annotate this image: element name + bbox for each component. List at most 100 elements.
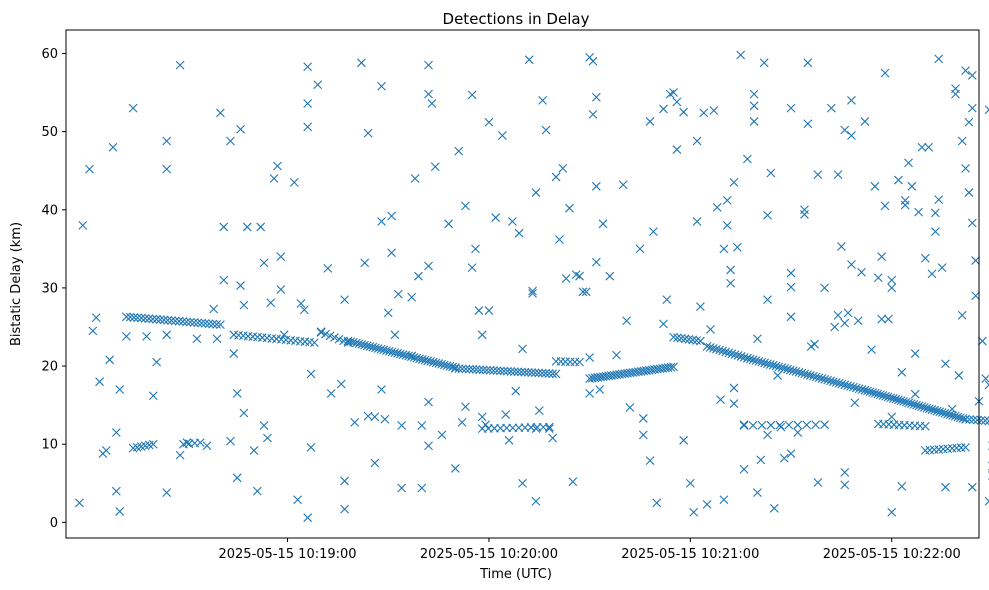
data-point <box>482 365 492 375</box>
data-point <box>111 428 121 437</box>
data-point <box>397 483 407 493</box>
data-point <box>843 381 853 390</box>
data-point <box>370 458 380 468</box>
data-point <box>193 318 203 328</box>
y-tick-label: 30 <box>41 281 58 296</box>
data-point <box>236 124 245 134</box>
data-point <box>831 378 841 387</box>
data-point <box>464 364 474 374</box>
data-point <box>175 450 185 460</box>
data-point <box>800 369 810 379</box>
data-point <box>477 412 487 422</box>
data-point <box>578 287 588 297</box>
data-point <box>669 88 678 97</box>
data-point <box>854 384 864 394</box>
data-point <box>981 374 989 383</box>
data-point <box>976 415 986 425</box>
data-point <box>820 283 829 293</box>
data-point <box>786 312 796 322</box>
data-point <box>669 362 678 372</box>
data-point <box>395 349 405 359</box>
data-point <box>840 467 850 477</box>
data-point <box>420 355 430 365</box>
data-point <box>252 486 262 496</box>
y-tick-label: 60 <box>41 47 58 62</box>
data-point <box>457 417 467 427</box>
data-point <box>783 364 792 374</box>
data-point <box>883 314 893 324</box>
data-point <box>669 332 678 342</box>
data-point <box>503 366 512 376</box>
data-point <box>736 50 746 60</box>
data-point <box>676 333 686 343</box>
data-point <box>591 181 601 191</box>
data-point <box>810 339 819 349</box>
data-point <box>925 404 934 414</box>
data-point <box>751 356 761 365</box>
data-point <box>797 368 807 378</box>
data-point <box>830 322 840 332</box>
data-point <box>868 388 878 397</box>
data-point <box>595 385 605 394</box>
data-point <box>823 375 833 385</box>
data-point <box>846 381 855 391</box>
data-point <box>527 368 537 377</box>
data-point <box>321 329 330 339</box>
data-point <box>144 314 154 324</box>
data-point <box>967 218 977 228</box>
data-point <box>128 103 138 113</box>
data-point <box>362 341 372 351</box>
data-point <box>105 355 115 365</box>
data-point <box>957 310 967 320</box>
data-point <box>330 333 339 342</box>
data-point <box>826 103 836 113</box>
data-point <box>803 58 813 68</box>
data-point <box>568 477 578 487</box>
data-point <box>534 368 544 378</box>
data-point <box>910 349 920 358</box>
data-point <box>216 108 225 118</box>
data-point <box>122 312 131 322</box>
data-point <box>840 380 850 390</box>
data-point <box>178 317 188 326</box>
data-point <box>940 408 950 418</box>
data-point <box>461 402 470 412</box>
data-point <box>927 405 937 414</box>
data-point <box>777 363 787 373</box>
data-point <box>162 136 172 146</box>
data-point <box>407 292 417 302</box>
data-point <box>860 117 870 126</box>
y-tick-label: 50 <box>41 125 58 140</box>
data-point <box>729 399 739 408</box>
data-point <box>680 334 690 344</box>
data-point <box>887 507 897 517</box>
data-point <box>972 415 982 425</box>
data-point <box>548 369 557 379</box>
x-tick-label: 2025-05-15 10:20:00 <box>420 547 558 562</box>
data-point <box>269 174 279 183</box>
data-point <box>293 495 302 505</box>
data-point <box>585 353 595 362</box>
data-point <box>356 58 366 68</box>
data-point <box>705 343 715 352</box>
data-point <box>442 361 452 370</box>
data-point <box>133 313 143 323</box>
data-point <box>967 103 977 113</box>
data-point <box>887 275 897 285</box>
data-point <box>875 390 885 400</box>
data-point <box>365 342 375 351</box>
data-point <box>950 411 960 421</box>
data-point <box>397 421 407 430</box>
data-point <box>803 370 812 380</box>
data-point <box>847 260 856 269</box>
data-point <box>387 211 396 221</box>
data-point <box>598 219 608 229</box>
data-point <box>588 110 598 119</box>
data-point <box>404 351 413 361</box>
data-point <box>303 513 313 523</box>
data-point <box>115 507 125 516</box>
data-point <box>763 295 772 305</box>
data-point <box>739 421 749 430</box>
data-point <box>672 145 682 154</box>
data-point <box>786 268 796 278</box>
